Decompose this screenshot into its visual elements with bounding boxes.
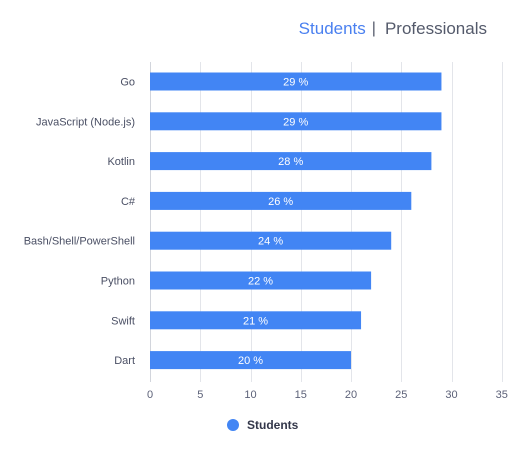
bar [150, 152, 432, 171]
bar [150, 311, 362, 330]
bar [150, 231, 392, 250]
x-tick-label: 10 [244, 389, 256, 401]
x-tick-label: 0 [147, 389, 153, 401]
bar-value-label: 29 % [283, 116, 308, 128]
toggle-separator: | [371, 20, 376, 37]
bar-value-label: 21 % [243, 315, 268, 327]
bar [150, 271, 372, 290]
x-tick-label: 35 [496, 389, 508, 401]
legend-item-students[interactable]: Students [227, 418, 298, 432]
x-tick-label: 5 [197, 389, 203, 401]
category-label: Kotlin [107, 156, 135, 168]
bar-value-label: 26 % [268, 196, 293, 208]
bar [150, 72, 442, 91]
audience-toggle: Students | Professionals [299, 18, 487, 40]
category-label: Swift [111, 315, 135, 327]
bar [150, 112, 442, 131]
bar-value-label: 22 % [248, 276, 273, 288]
x-tick-label: 30 [445, 389, 457, 401]
legend-swatch [227, 419, 239, 431]
bar [150, 351, 351, 370]
category-label: Go [120, 77, 135, 89]
legend-label: Students [247, 418, 299, 432]
x-axis-ticks: 0 5 10 15 20 25 30 35 [147, 389, 508, 401]
bar [150, 191, 412, 210]
bar-value-label: 20 % [238, 355, 263, 367]
x-tick-label: 25 [395, 389, 407, 401]
tab-students[interactable]: Students [298, 19, 366, 38]
tab-professionals[interactable]: Professionals [384, 19, 487, 38]
category-labels: Go JavaScript (Node.js) Kotlin C# Bash/Shell… [24, 77, 136, 368]
bar-value-label: 24 % [258, 236, 283, 248]
x-tick-label: 20 [345, 389, 357, 401]
category-label: Bash/Shell/PowerShell [24, 236, 135, 248]
category-label: JavaScript (Node.js) [36, 116, 135, 128]
bar-value-label: 28 % [278, 156, 303, 168]
category-label: Python [101, 276, 135, 288]
category-label: C# [121, 196, 136, 208]
x-tick-label: 15 [295, 389, 307, 401]
bar-value-label: 29 % [283, 77, 308, 89]
grid-lines [150, 62, 503, 382]
bars: 29 % 29 % 28 % 26 % 24 % 22 % 21 % 20 % [150, 72, 442, 370]
category-label: Dart [114, 355, 135, 367]
